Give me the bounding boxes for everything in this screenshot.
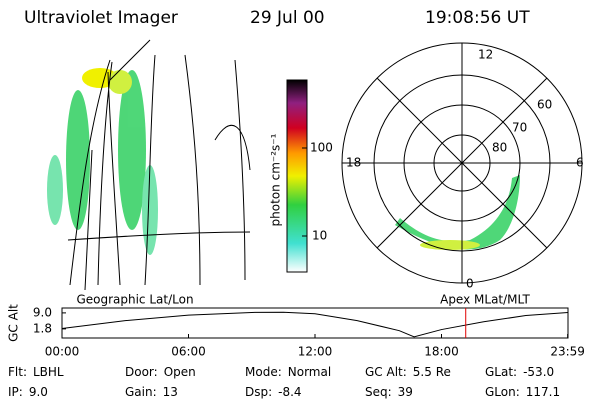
title: Ultraviolet Imager [24,8,178,28]
x-tick-label: 06:00 [171,345,206,359]
x-tick-label: 00:00 [45,345,80,359]
info-field: Seq: 39 [365,385,413,399]
lat-label: 70 [512,121,527,135]
x-tick-label: 23:59 [550,345,585,359]
info-value: 5.5 Re [413,365,451,379]
x-tick-label: 18:00 [424,345,459,359]
x-tick-label: 12:00 [298,345,333,359]
info-label: GLat: [485,365,517,379]
info-label: Door: [125,365,158,379]
info-field: Door: Open [125,365,196,379]
lat-label: 80 [492,141,507,155]
colorbar-tick-label: 100 [310,141,333,155]
altitude-line [61,311,569,338]
polar-plot [341,42,583,284]
mlt-label: 12 [478,48,493,62]
info-value: Normal [288,365,331,379]
info-field: Flt: LBHL [8,365,64,379]
mlt-label: 18 [346,156,361,170]
info-value: 39 [398,385,413,399]
info-value: 117.1 [526,385,560,399]
info-value: -53.0 [523,365,554,379]
date: 29 Jul 00 [250,8,325,28]
info-field: Gain: 13 [125,385,178,399]
info-label: Dsp: [245,385,272,399]
info-field: IP: 9.0 [8,385,48,399]
info-value: -8.4 [278,385,301,399]
y-tick-label: 1.8 [33,321,52,335]
info-label: Gain: [125,385,157,399]
colorbar-tick-label: 10 [312,229,327,243]
info-field: GLon: 117.1 [485,385,560,399]
mlt-label: 6 [576,156,584,170]
info-label: IP: [8,385,23,399]
info-field: GC Alt: 5.5 Re [365,365,451,379]
info-field: Dsp: -8.4 [245,385,302,399]
mlt-label: 0 [466,277,474,291]
info-label: Mode: [245,365,282,379]
y-tick-label: 9.0 [33,305,52,319]
colorbar [286,79,308,273]
colorbar-label: photon cm⁻²s⁻¹ [269,133,283,226]
info-value: Open [164,365,196,379]
geo-map [47,39,251,291]
timeline-frame [61,307,569,339]
info-value: 13 [163,385,178,399]
info-field: Mode: Normal [245,365,331,379]
info-value: LBHL [33,365,64,379]
info-label: Seq: [365,385,392,399]
lat-label: 60 [537,98,552,112]
info-value: 9.0 [29,385,48,399]
info-label: GLon: [485,385,520,399]
info-label: GC Alt: [365,365,407,379]
panel-label: Apex MLat/MLT [440,293,530,307]
timeline-ylabel: GC Alt [7,304,21,342]
time: 19:08:56 UT [425,8,530,28]
info-field: GLat: -53.0 [485,365,554,379]
info-label: Flt: [8,365,27,379]
panel-label: Geographic Lat/Lon [76,293,193,307]
